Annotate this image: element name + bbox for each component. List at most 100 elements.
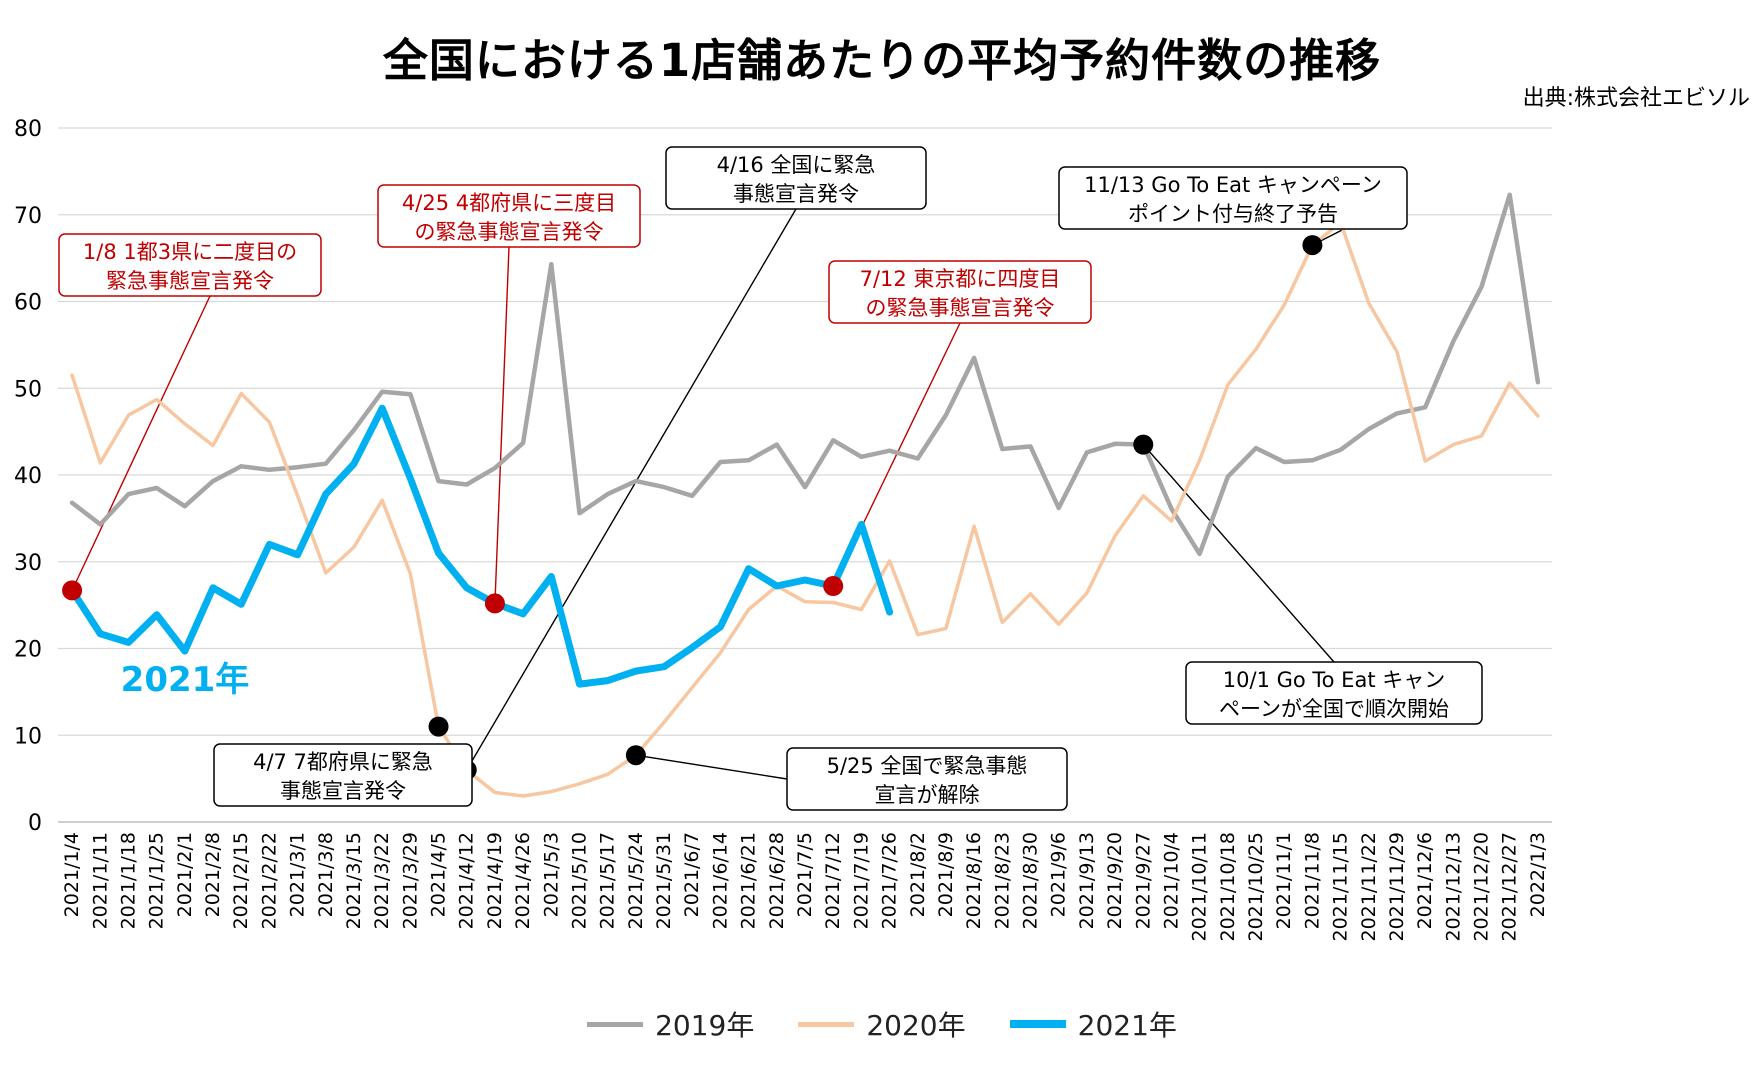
x-tick-label: 2021/12/27 [1499,832,1521,942]
annotation-box [377,184,641,248]
y-tick-label: 20 [14,638,42,663]
x-tick-label: 2021/5/24 [625,832,647,929]
x-tick-label: 2021/6/21 [738,832,760,929]
x-tick-label: 2021/1/4 [61,832,83,917]
legend: 2019年 2020年 2021年 [0,1004,1764,1044]
y-tick-label: 80 [14,117,42,142]
legend-swatch-2021 [1009,1020,1066,1028]
x-tick-label: 2021/4/19 [484,832,506,929]
annotation-marker [484,593,505,614]
annotation-leader [635,754,788,780]
x-tick-label: 2021/3/1 [287,832,309,917]
x-tick-label: 2021/6/14 [709,832,731,929]
x-tick-label: 2021/3/22 [371,832,393,929]
series-label-2021: 2021年 [121,660,250,700]
y-tick-label: 40 [14,464,42,489]
x-tick-label: 2021/11/1 [1273,832,1295,929]
x-tick-label: 2021/1/11 [89,832,111,929]
annotation-box [213,743,473,807]
annotation-text: 宣言が解除 [875,783,980,807]
annotation-box [58,233,322,297]
annotation-marker [823,576,844,597]
legend-item-2019: 2019年 [587,1004,754,1044]
x-tick-label: 2021/2/8 [202,832,224,917]
legend-item-2021: 2021年 [1009,1004,1177,1044]
legend-swatch-2020 [798,1021,855,1027]
x-tick-label: 2021/8/30 [1020,832,1042,929]
series-lines [68,192,1541,798]
annotation-text: 緊急事態宣言発令 [106,269,274,293]
x-tick-label: 2021/6/7 [681,832,703,917]
x-tick-label: 2021/4/26 [512,832,534,929]
legend-label-2020: 2020年 [866,1009,966,1042]
x-tick-label: 2021/9/27 [1132,832,1154,929]
x-tick-label: 2021/5/31 [653,832,675,929]
annotation-text: ペーンが全国で順次開始 [1219,697,1449,721]
annotation-text: 11/13 Go To Eat キャンペーン [1084,173,1382,197]
x-tick-label: 2021/10/18 [1217,832,1239,942]
x-tick-label: 2021/11/29 [1386,832,1408,942]
legend-swatch-2019 [587,1021,644,1027]
annotation-text: 4/7 7都府県に緊急 [253,750,433,774]
annotation-leader [494,246,510,604]
y-tick-label: 10 [14,724,42,749]
x-tick-label: 2021/4/5 [428,832,450,917]
series-line-2019 [69,192,1541,557]
x-tick-label: 2021/12/20 [1471,832,1493,942]
y-tick-label: 0 [28,811,42,836]
y-tick-label: 70 [14,204,42,229]
y-tick-label: 60 [14,291,42,316]
x-tick-label: 2021/10/25 [1245,832,1267,942]
x-tick-label: 2021/11/15 [1330,832,1352,942]
x-tick-label: 2021/9/13 [1076,832,1098,929]
x-tick-label: 2022/1/3 [1527,832,1549,917]
x-tick-label: 2021/8/23 [991,832,1013,929]
annotation-box [1185,661,1483,725]
x-tick-label: 2021/5/10 [568,832,590,929]
annotation-leader [1142,444,1335,663]
annotation-text: 4/25 4都府県に三度目 [402,191,616,215]
x-tick-label: 2021/10/4 [1160,832,1182,929]
x-tick-label: 2021/12/6 [1414,832,1436,929]
x-tick-label: 2021/9/6 [1048,832,1070,917]
legend-item-2020: 2020年 [798,1004,966,1044]
annotation-text: 7/12 東京都に四度目 [860,267,1061,291]
series-line-2021 [68,404,894,688]
y-tick-label: 50 [14,377,42,402]
x-tick-label: 2021/9/20 [1104,832,1126,929]
annotation-text: ポイント付与終了予告 [1128,202,1338,226]
annotation-marker [1133,434,1154,455]
source-note: 出典:株式会社エビソル [1522,86,1750,111]
annotation-marker [625,745,646,766]
annotation-marker [428,716,449,737]
x-tick-label: 2021/7/12 [822,832,844,929]
x-tick-label: 2021/10/11 [1189,832,1211,942]
x-tick-label: 2021/7/26 [879,832,901,929]
x-tick-label: 2021/8/9 [935,832,957,917]
x-tick-label: 2021/5/17 [597,832,619,929]
x-tick-label: 2021/3/15 [343,832,365,929]
annotation-text: 5/25 全国で緊急事態 [827,754,1028,778]
annotation-text: の緊急事態宣言発令 [415,220,604,244]
annotation-text: 事態宣言発令 [733,182,859,206]
chart-title: 全国における1店舗あたりの平均予約件数の推移 [382,34,1382,87]
legend-label-2019: 2019年 [655,1009,755,1042]
x-tick-label: 2021/3/29 [399,832,421,929]
x-tick-label: 2021/4/12 [456,832,478,929]
legend-label-2021: 2021年 [1077,1009,1177,1042]
x-tick-label: 2021/2/15 [230,832,252,929]
annotation-text: の緊急事態宣言発令 [866,296,1055,320]
x-tick-label: 2021/1/18 [117,832,139,929]
series-line-2020 [70,220,1540,798]
x-tick-label: 2021/7/19 [850,832,872,929]
x-tick-label: 2021/3/8 [315,832,337,917]
annotation-text: 1/8 1都3県に二度目の [83,240,297,264]
x-tick-label: 2021/11/22 [1358,832,1380,942]
annotation-marker [62,580,83,601]
x-tick-label: 2021/2/1 [174,832,196,917]
axes: 0 10 20 30 40 50 60 70 80 2021/1/4 2021/1/11 2021/1… [14,117,1552,942]
x-tick-label: 2021/1/25 [146,832,168,929]
x-tick-label: 2021/6/28 [766,832,788,929]
y-tick-label: 30 [14,551,42,576]
